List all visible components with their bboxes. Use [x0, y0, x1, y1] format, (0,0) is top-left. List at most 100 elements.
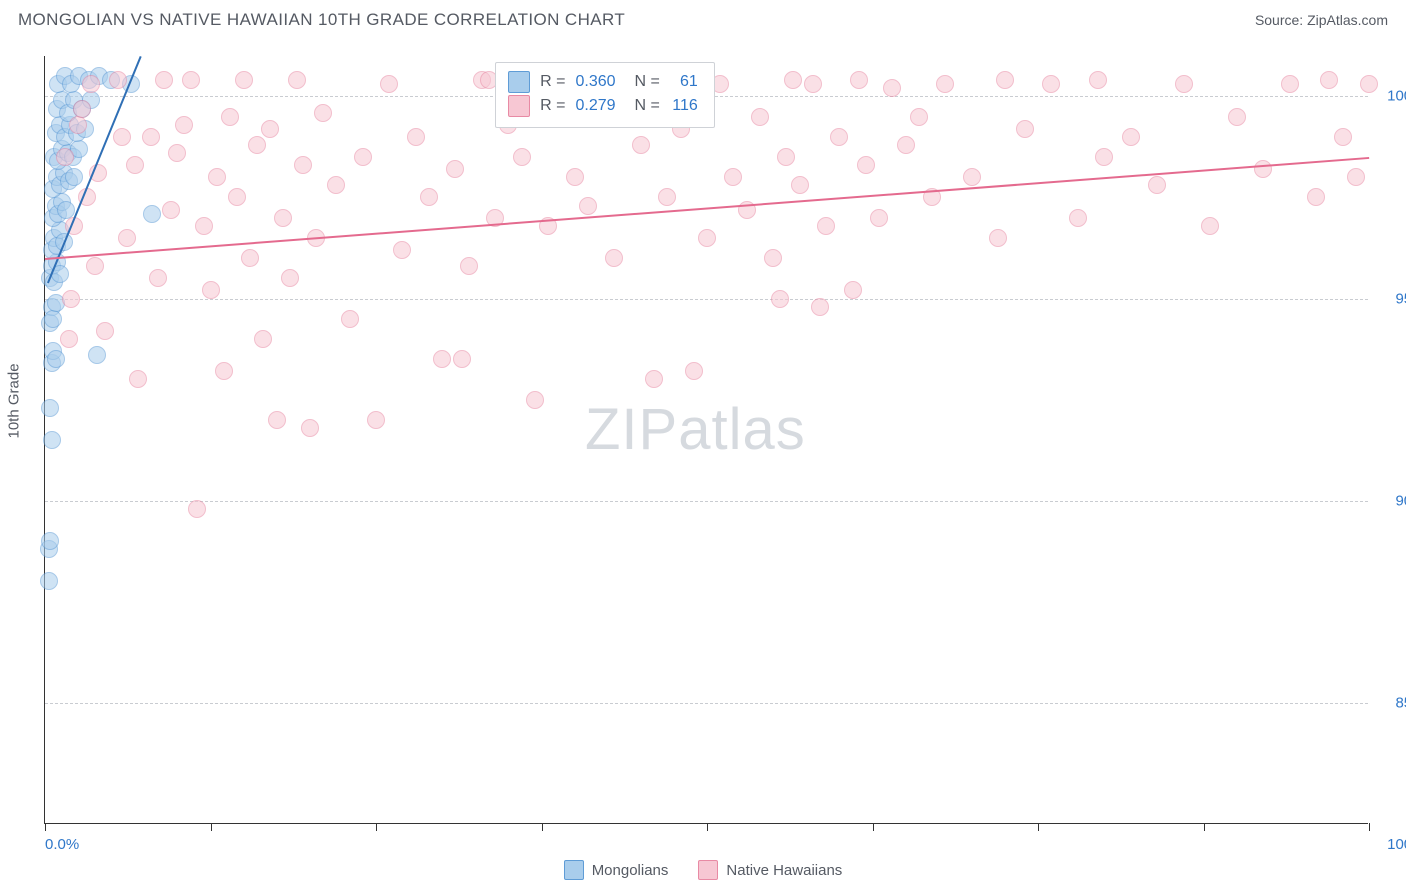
data-point [393, 241, 411, 259]
data-point [82, 75, 100, 93]
stat-label: R = [540, 97, 565, 115]
data-point [963, 168, 981, 186]
data-point [1175, 75, 1193, 93]
y-axis-label: 10th Grade [6, 363, 23, 438]
data-point [241, 249, 259, 267]
data-point [281, 269, 299, 287]
data-point [777, 148, 795, 166]
data-point [162, 201, 180, 219]
x-tick [45, 823, 46, 831]
data-point [566, 168, 584, 186]
legend-item: Native Hawaiians [698, 860, 842, 880]
data-point [149, 269, 167, 287]
stats-row: R = 0.279 N = 116 [508, 95, 698, 117]
data-point [254, 330, 272, 348]
data-point [804, 75, 822, 93]
stat-n-value: 61 [670, 73, 698, 91]
data-point [1148, 176, 1166, 194]
gridline [45, 703, 1368, 704]
data-point [109, 71, 127, 89]
data-point [989, 229, 1007, 247]
stat-label: N = [626, 73, 660, 91]
data-point [314, 104, 332, 122]
data-point [433, 350, 451, 368]
data-point [288, 71, 306, 89]
data-point [43, 431, 61, 449]
data-point [698, 229, 716, 247]
series-swatch [508, 95, 530, 117]
scatter-plot-area: ZIPatlas 85.0%90.0%95.0%100.0%0.0%100.0%… [44, 56, 1368, 824]
data-point [844, 281, 862, 299]
data-point [228, 188, 246, 206]
data-point [188, 500, 206, 518]
data-point [605, 249, 623, 267]
data-point [579, 197, 597, 215]
y-tick-label: 100.0% [1378, 88, 1406, 105]
data-point [41, 532, 59, 550]
data-point [658, 188, 676, 206]
data-point [1089, 71, 1107, 89]
x-tick [873, 823, 874, 831]
data-point [771, 290, 789, 308]
data-point [208, 168, 226, 186]
y-tick-label: 90.0% [1378, 492, 1406, 509]
data-point [341, 310, 359, 328]
data-point [261, 120, 279, 138]
watermark: ZIPatlas [585, 396, 806, 463]
data-point [751, 108, 769, 126]
data-point [96, 322, 114, 340]
data-point [118, 229, 136, 247]
data-point [830, 128, 848, 146]
data-point [446, 160, 464, 178]
data-point [645, 370, 663, 388]
data-point [936, 75, 954, 93]
x-tick [376, 823, 377, 831]
data-point [1320, 71, 1338, 89]
data-point [47, 350, 65, 368]
stat-label: N = [626, 97, 660, 115]
data-point [526, 391, 544, 409]
data-point [1281, 75, 1299, 93]
data-point [857, 156, 875, 174]
data-point [897, 136, 915, 154]
data-point [268, 411, 286, 429]
data-point [142, 128, 160, 146]
data-point [850, 71, 868, 89]
stat-r-value: 0.279 [576, 97, 616, 115]
data-point [73, 100, 91, 118]
data-point [168, 144, 186, 162]
data-point [367, 411, 385, 429]
data-point [1201, 217, 1219, 235]
data-point [195, 217, 213, 235]
data-point [1307, 188, 1325, 206]
data-point [817, 217, 835, 235]
data-point [453, 350, 471, 368]
data-point [274, 209, 292, 227]
stat-n-value: 116 [670, 97, 698, 115]
legend-swatch [698, 860, 718, 880]
data-point [420, 188, 438, 206]
stat-label: R = [540, 73, 565, 91]
x-tick [542, 823, 543, 831]
data-point [1016, 120, 1034, 138]
data-point [65, 168, 83, 186]
data-point [910, 108, 928, 126]
data-point [784, 71, 802, 89]
data-point [155, 71, 173, 89]
data-point [1347, 168, 1365, 186]
y-tick-label: 95.0% [1378, 290, 1406, 307]
data-point [811, 298, 829, 316]
data-point [175, 116, 193, 134]
data-point [685, 362, 703, 380]
data-point [301, 419, 319, 437]
data-point [883, 79, 901, 97]
data-point [221, 108, 239, 126]
data-point [354, 148, 372, 166]
data-point [202, 281, 220, 299]
gridline [45, 501, 1368, 502]
data-point [1228, 108, 1246, 126]
chart-title: MONGOLIAN VS NATIVE HAWAIIAN 10TH GRADE … [18, 10, 625, 30]
x-tick [1038, 823, 1039, 831]
data-point [41, 399, 59, 417]
data-point [1360, 75, 1378, 93]
